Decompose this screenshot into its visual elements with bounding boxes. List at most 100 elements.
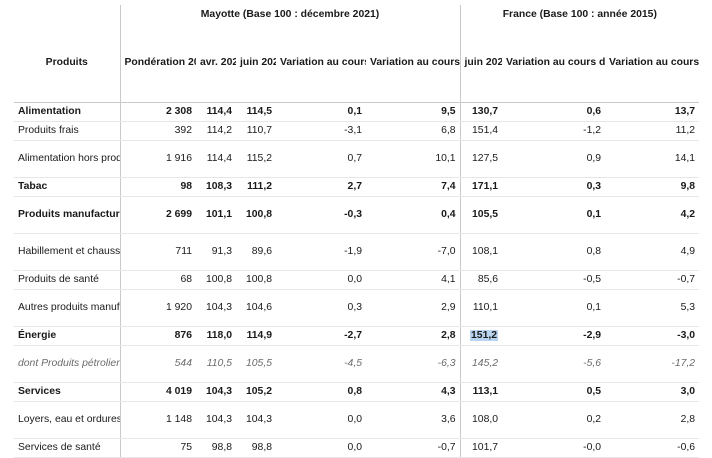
cell-apr: 118,0 xyxy=(196,326,236,346)
cell-var12: 6,8 xyxy=(366,121,461,141)
cell-fr-jun: 127,5 xyxy=(459,140,503,178)
price-index-table: Mayotte (Base 100 : décembre 2021) Franc… xyxy=(14,5,700,458)
row-label: Autres produits manufacturés¹ xyxy=(14,289,120,327)
cell-weight: 1 148 xyxy=(119,401,196,439)
cell-var2: 0,0 xyxy=(276,270,366,290)
table-row: Alimentation hors produits frais1 916114… xyxy=(14,140,700,178)
row-label: Produits de santé xyxy=(14,270,120,290)
cell-var2: -3,1 xyxy=(276,121,366,141)
cell-fr-var12: 2,8 xyxy=(605,401,700,439)
cell-apr: 100,8 xyxy=(196,270,236,290)
cell-var2: -4,5 xyxy=(276,345,366,383)
cell-var12: 4,3 xyxy=(366,382,461,402)
cell-jun: 114,5 xyxy=(236,102,276,122)
cell-fr-var2: 0,8 xyxy=(502,233,606,271)
col-header-var12: Variation au cours des 12 derniers mois … xyxy=(366,24,461,103)
table-row: Autres produits manufacturés¹1 920104,31… xyxy=(14,289,700,327)
cell-var2: 0,7 xyxy=(276,140,366,178)
cell-fr-var2: 0,1 xyxy=(502,196,606,234)
cell-fr-var12: -17,2 xyxy=(605,345,700,383)
cell-fr-jun: 151,4 xyxy=(459,121,503,141)
col-header-fr-var2: Variation au cours des 2 derniers mois (… xyxy=(502,24,606,103)
cell-apr: 108,3 xyxy=(196,177,236,197)
row-label: Produits frais xyxy=(14,121,120,141)
selected-cell-highlight[interactable]: 151,2 xyxy=(470,330,499,341)
col-header-apr: avr. 2023 xyxy=(196,24,236,103)
cell-apr: 98,8 xyxy=(196,438,236,458)
cell-jun: 111,2 xyxy=(236,177,276,197)
table-body: Alimentation 2 308 114,4 114,5 0,1 9,5 130,7 0,… xyxy=(14,102,700,458)
cell-fr-var2: 0,2 xyxy=(502,401,606,439)
row-label: Services de santé xyxy=(14,438,120,458)
group-header-empty xyxy=(14,5,120,24)
cell-fr-var12: 14,1 xyxy=(605,140,700,178)
group-header-row: Mayotte (Base 100 : décembre 2021) Franc… xyxy=(14,5,700,24)
row-label: Alimentation hors produits frais xyxy=(14,140,120,178)
cell-var2: -0,3 xyxy=(276,196,366,234)
group-header-france: France (Base 100 : année 2015) xyxy=(459,5,700,24)
table-row: Services 4 019 104,3 105,2 0,8 4,3 113,1 0,5 3,0 xyxy=(14,382,700,402)
cell-apr: 104,3 xyxy=(196,289,236,327)
cell-jun: 114,9 xyxy=(236,326,276,346)
cell-var12: 0,4 xyxy=(366,196,461,234)
cell-weight: 2 308 xyxy=(119,102,196,122)
cell-apr: 110,5 xyxy=(196,345,236,383)
table-row: Habillement et chaussures71191,389,6-1,9… xyxy=(14,233,700,271)
cell-fr-var12: 13,7 xyxy=(605,102,700,122)
col-header-weight: Pondération 2023 xyxy=(119,24,196,103)
row-label: Énergie xyxy=(14,326,120,346)
table-row: Produits de santé 68 100,8 100,8 0,0 4,1 85,6-… xyxy=(14,270,700,290)
cell-fr-jun: 108,1 xyxy=(459,233,503,271)
cell-var2: 0,0 xyxy=(276,401,366,439)
cell-fr-var2: -2,9 xyxy=(502,326,606,346)
cell-apr: 114,4 xyxy=(196,140,236,178)
group-header-mayotte: Mayotte (Base 100 : décembre 2021) xyxy=(119,5,461,24)
cell-apr: 104,3 xyxy=(196,382,236,402)
table-row: Produits frais 392 114,2 110,7 -3,1 6,8 151,4-… xyxy=(14,121,700,141)
cell-apr: 91,3 xyxy=(196,233,236,271)
cell-jun: 104,6 xyxy=(236,289,276,327)
cell-fr-var12: -0,7 xyxy=(605,270,700,290)
row-label: dont Produits pétroliers xyxy=(14,345,120,383)
cell-var12: -0,7 xyxy=(366,438,461,458)
cell-fr-var2: 0,5 xyxy=(502,382,606,402)
cell-fr-jun: 105,5 xyxy=(459,196,503,234)
cell-fr-var12: -0,6 xyxy=(605,438,700,458)
cell-fr-jun: 145,2 xyxy=(459,345,503,383)
cell-weight: 1 916 xyxy=(119,140,196,178)
table-row: Services de santé 75 98,8 98,8 0,0 -0,7 101,7-… xyxy=(14,438,700,458)
cell-var12: -7,0 xyxy=(366,233,461,271)
cell-jun: 100,8 xyxy=(236,196,276,234)
cell-weight: 98 xyxy=(119,177,196,197)
cell-fr-var2: 0,9 xyxy=(502,140,606,178)
cell-fr-var12: -3,0 xyxy=(605,326,700,346)
cell-fr-jun: 101,7 xyxy=(459,438,503,458)
cell-jun: 105,2 xyxy=(236,382,276,402)
cell-var12: 9,5 xyxy=(366,102,461,122)
cell-weight: 4 019 xyxy=(119,382,196,402)
row-label: Loyers, eau et ordures ménagères xyxy=(14,401,120,439)
cell-apr: 114,2 xyxy=(196,121,236,141)
table-row: dont Produits pétroliers 544 110,5 105,5 -4,… xyxy=(14,345,700,383)
table-row: Tabac 98 108,3 111,2 2,7 7,4 171,1 0,3 9,8 xyxy=(14,177,700,197)
column-header-row: Produits Pondération 2023 avr. 2023 juin… xyxy=(14,24,700,103)
cell-fr-var12: 3,0 xyxy=(605,382,700,402)
cell-var12: 2,8 xyxy=(366,326,461,346)
cell-var12: -6,3 xyxy=(366,345,461,383)
table-row: Énergie 876 118,0 114,9 -2,7 2,8 151,2 -2,9 -3,0 xyxy=(14,326,700,346)
cell-apr: 114,4 xyxy=(196,102,236,122)
cell-var2: -2,7 xyxy=(276,326,366,346)
cell-fr-var2: -1,2 xyxy=(502,121,606,141)
cell-weight: 392 xyxy=(119,121,196,141)
cell-var12: 10,1 xyxy=(366,140,461,178)
table-row: Alimentation 2 308 114,4 114,5 0,1 9,5 130,7 0,… xyxy=(14,102,700,122)
col-header-fr-var12: Variation au cours des 12 derniers mois … xyxy=(605,24,700,103)
row-label: Alimentation xyxy=(14,102,120,122)
cell-apr: 104,3 xyxy=(196,401,236,439)
row-label: Services xyxy=(14,382,120,402)
table-row: Produits manufacturés 2 699 101,1 100,8 -0,3… xyxy=(14,196,700,234)
cell-fr-var12: 4,9 xyxy=(605,233,700,271)
cell-weight: 1 920 xyxy=(119,289,196,327)
row-label: Tabac xyxy=(14,177,120,197)
cell-fr-jun: 130,7 xyxy=(459,102,503,122)
